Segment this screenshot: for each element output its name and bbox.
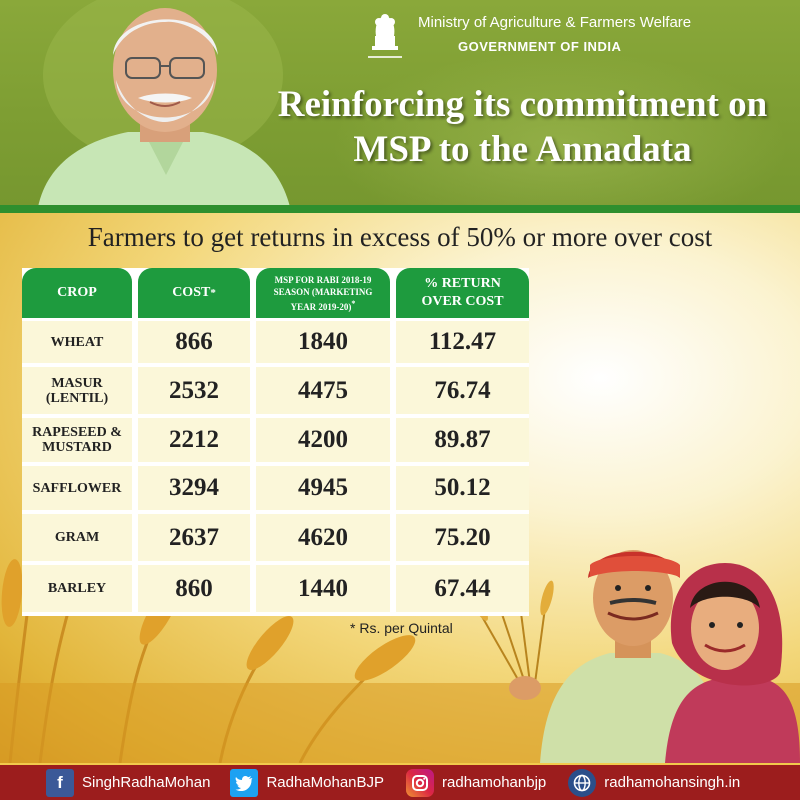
facebook-handle: SinghRadhaMohan bbox=[82, 774, 211, 791]
header-msp-line-3: YEAR 2019-20)* bbox=[290, 298, 356, 312]
row-2-crop: MASUR (LENTIL) bbox=[22, 367, 132, 414]
instagram-icon bbox=[406, 768, 435, 797]
row-3-cost: 2212 bbox=[138, 418, 250, 462]
row-6-return: 67.44 bbox=[396, 565, 529, 612]
header-cost-label: COST bbox=[172, 285, 211, 300]
header-return-line-1: % RETURN bbox=[424, 276, 501, 291]
headline: Reinforcing its commitment on MSP to the… bbox=[250, 82, 795, 172]
ministry-name: Ministry of Agriculture & Farmers Welfar… bbox=[418, 14, 692, 31]
row-6-msp: 1440 bbox=[256, 565, 390, 612]
row-2-return: 76.74 bbox=[396, 367, 529, 414]
social-footer: f SinghRadhaMohan RadhaMohanBJP radhamoh… bbox=[0, 763, 800, 800]
twitter-icon bbox=[230, 768, 259, 797]
header-msp-line-1: MSP FOR RABI 2018-19 bbox=[274, 274, 372, 285]
government-name: GOVERNMENT OF INDIA bbox=[458, 39, 622, 54]
row-1-return: 112.47 bbox=[396, 321, 529, 363]
row-5-cost: 2637 bbox=[138, 514, 250, 561]
row-3-return: 89.87 bbox=[396, 418, 529, 462]
row-5-crop: GRAM bbox=[22, 514, 132, 561]
row-3-msp: 4200 bbox=[256, 418, 390, 462]
instagram-link[interactable]: radhamohanbjp bbox=[406, 768, 547, 797]
subtitle: Farmers to get returns in excess of 50% … bbox=[87, 222, 713, 252]
header-msp-line-2: SEASON (MARKETING bbox=[273, 286, 373, 297]
row-1-cost: 866 bbox=[138, 321, 250, 363]
header-glow bbox=[330, 50, 790, 207]
row-4-msp: 4945 bbox=[256, 466, 390, 510]
headline-line-1: Reinforcing its commitment on bbox=[277, 84, 768, 125]
row-1-crop: WHEAT bbox=[22, 321, 132, 363]
row-2-cost: 2532 bbox=[138, 367, 250, 414]
row-4-crop: SAFFLOWER bbox=[22, 466, 132, 510]
row-4-cost: 3294 bbox=[138, 466, 250, 510]
row-2-msp: 4475 bbox=[256, 367, 390, 414]
farm-scene bbox=[0, 473, 800, 763]
leader-portrait bbox=[38, 0, 290, 207]
website-link[interactable]: radhamohansingh.in bbox=[568, 768, 741, 797]
emblem-icon bbox=[368, 14, 402, 58]
row-5-msp: 4620 bbox=[256, 514, 390, 561]
header-msp: MSP FOR RABI 2018-19 SEASON (MARKETING Y… bbox=[256, 268, 390, 318]
row-4-return: 50.12 bbox=[396, 466, 529, 510]
website-url: radhamohansingh.in bbox=[604, 774, 741, 791]
header-banner: Ministry of Agriculture & Farmers Welfar… bbox=[0, 0, 800, 207]
divider-band bbox=[0, 205, 800, 213]
farmer-woman bbox=[665, 563, 800, 763]
row-3-crop: RAPESEED & MUSTARD bbox=[22, 418, 132, 462]
twitter-handle: RadhaMohanBJP bbox=[266, 774, 385, 791]
headline-line-2: MSP to the Annadata bbox=[353, 129, 692, 170]
instagram-handle: radhamohanbjp bbox=[442, 774, 547, 791]
row-1-msp: 1840 bbox=[256, 321, 390, 363]
facebook-icon: f bbox=[46, 768, 74, 797]
header-cost: COST * bbox=[138, 268, 250, 318]
footnote: * Rs. per Quintal bbox=[350, 620, 453, 636]
header-return: % RETURN OVER COST bbox=[396, 268, 529, 318]
row-5-return: 75.20 bbox=[396, 514, 529, 561]
globe-icon bbox=[568, 768, 597, 797]
header-return-line-2: OVER COST bbox=[421, 294, 504, 309]
header-crop: CROP bbox=[22, 268, 132, 318]
header-cost-mark: * bbox=[210, 287, 216, 299]
row-6-cost: 860 bbox=[138, 565, 250, 612]
row-6-crop: BARLEY bbox=[22, 565, 132, 612]
twitter-link[interactable]: RadhaMohanBJP bbox=[230, 768, 385, 797]
facebook-link[interactable]: f SinghRadhaMohan bbox=[46, 768, 211, 797]
